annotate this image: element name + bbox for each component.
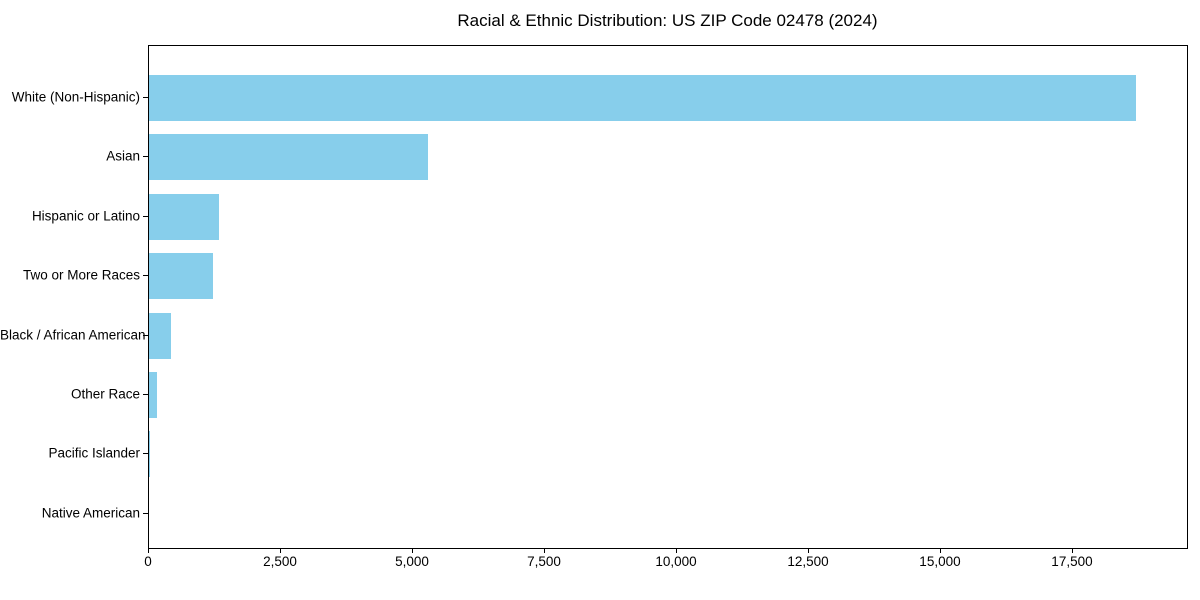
bar — [149, 75, 1136, 121]
y-axis-label: Two or More Races — [22, 267, 140, 283]
bar — [149, 253, 213, 300]
x-tick-label: 17,500 — [1051, 554, 1093, 569]
x-tick-label: 7,500 — [527, 554, 561, 569]
bar — [149, 312, 172, 359]
bar — [149, 134, 428, 181]
y-axis-label: White (Non-Hispanic) — [11, 89, 140, 105]
plot-area — [148, 45, 1188, 549]
x-tick-label: 0 — [144, 554, 152, 569]
bar — [149, 431, 150, 478]
y-axis-label: Hispanic or Latino — [31, 208, 140, 224]
bar — [149, 372, 158, 418]
y-axis-label: Asian — [106, 148, 140, 164]
x-tick-label: 2,500 — [263, 554, 297, 569]
x-tick-label: 15,000 — [919, 554, 961, 569]
chart-title: Racial & Ethnic Distribution: US ZIP Cod… — [457, 11, 878, 30]
bar — [149, 193, 220, 240]
x-tick-label: 12,500 — [787, 554, 829, 569]
y-axis-label: Other Race — [70, 386, 140, 402]
y-axis-label: Black / African American — [0, 327, 146, 343]
y-axis-label: Native American — [41, 505, 140, 521]
x-tick-label: 10,000 — [655, 554, 697, 569]
y-axis-label: Pacific Islander — [48, 445, 140, 461]
x-tick-label: 5,000 — [395, 554, 429, 569]
